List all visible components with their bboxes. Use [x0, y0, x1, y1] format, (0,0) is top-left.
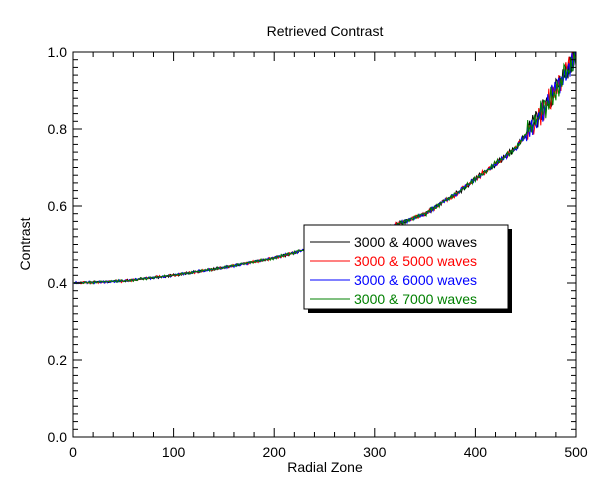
x-tick-label: 300: [363, 444, 387, 460]
legend-label: 3000 & 5000 waves: [354, 253, 477, 269]
legend: 3000 & 4000 waves 3000 & 5000 waves 3000 &…: [303, 224, 512, 313]
x-tick-label: 0: [69, 444, 77, 460]
legend-label: 3000 & 7000 waves: [354, 291, 477, 307]
axis-ticks: 0 100 200 300 400 500 0.0 0.2 0.4 0.6 0.8 1.0: [48, 44, 588, 460]
y-tick-label: 0.2: [48, 352, 68, 368]
y-tick-label: 1.0: [48, 44, 68, 60]
legend-box: [303, 224, 509, 310]
x-tick-label: 500: [564, 444, 588, 460]
y-tick-label: 0.8: [48, 121, 68, 137]
x-tick-label: 400: [464, 444, 488, 460]
x-tick-label: 200: [263, 444, 287, 460]
y-tick-label: 0.6: [48, 198, 68, 214]
x-tick-label: 100: [162, 444, 186, 460]
chart-title: Retrieved Contrast: [267, 23, 384, 39]
legend-label: 3000 & 4000 waves: [354, 234, 477, 250]
y-tick-label: 0.4: [48, 275, 68, 291]
legend-label: 3000 & 6000 waves: [354, 272, 477, 288]
x-axis-label: Radial Zone: [287, 459, 363, 475]
y-axis-label: Contrast: [17, 217, 33, 270]
y-tick-label: 0.0: [48, 429, 68, 445]
